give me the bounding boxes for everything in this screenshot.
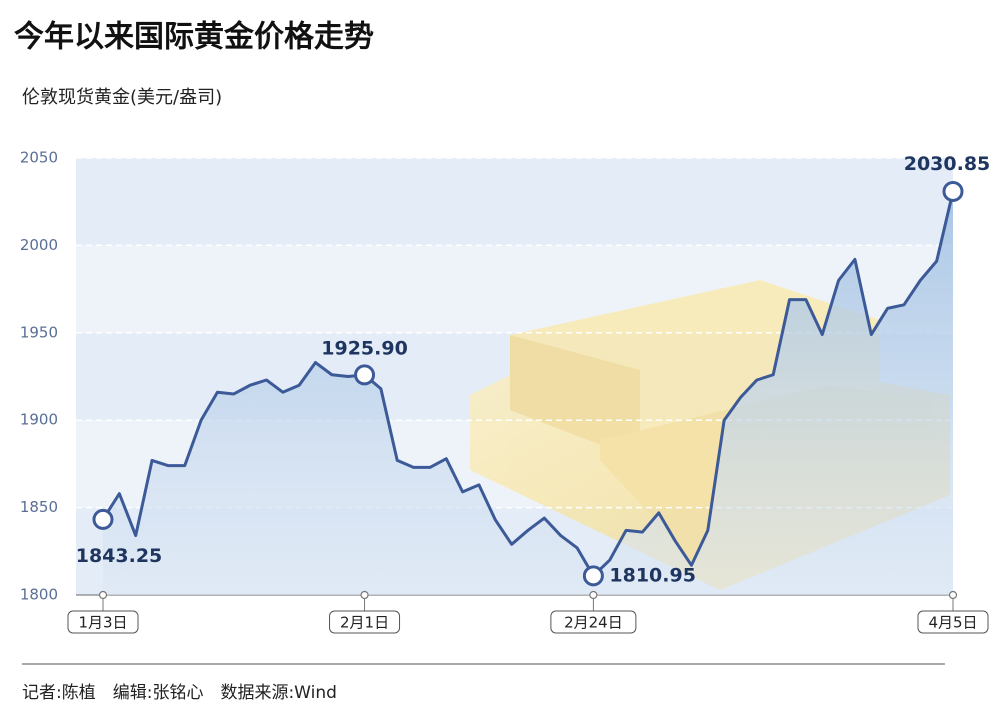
x-tick-label: 2月24日 — [564, 614, 623, 632]
x-tick-label: 2月1日 — [340, 614, 389, 632]
highlight-point — [582, 565, 604, 587]
area — [103, 191, 953, 596]
x-tick-label: 4月5日 — [928, 614, 977, 632]
y-tick-label: 1850 — [20, 498, 58, 516]
y-tick-label: 1900 — [20, 411, 58, 429]
value-label: 1925.90 — [321, 337, 408, 359]
x-tick-box — [329, 610, 401, 634]
y-tick-label: 1800 — [20, 586, 58, 604]
x-tick — [360, 590, 369, 600]
footer: 记者:陈植 编辑:张铭心 数据来源:Wind — [22, 683, 337, 703]
y-tick-label: 2000 — [20, 236, 58, 254]
y-tick-label: 2050 — [20, 149, 58, 167]
x-tick-box — [550, 610, 637, 634]
x-tick-label: 1月3日 — [78, 614, 127, 632]
highlight-point — [354, 364, 376, 386]
grid-band — [76, 158, 953, 246]
x-tick-box — [917, 610, 989, 634]
y-tick-label: 1950 — [20, 323, 58, 341]
line — [101, 191, 955, 578]
highlight-point — [942, 180, 964, 202]
y-axis-label: 伦敦现货黄金(美元/盎司) — [22, 87, 222, 108]
highlight-point — [92, 508, 114, 530]
x-tick-box — [67, 610, 139, 634]
x-tick — [589, 590, 598, 600]
x-tick — [948, 590, 958, 600]
chart-title: 今年以来国际黄金价格走势 — [14, 20, 374, 55]
value-label: 2030.85 — [904, 153, 991, 175]
value-label: 1810.95 — [609, 564, 696, 586]
value-label: 1843.25 — [76, 545, 163, 567]
x-tick — [98, 590, 108, 600]
